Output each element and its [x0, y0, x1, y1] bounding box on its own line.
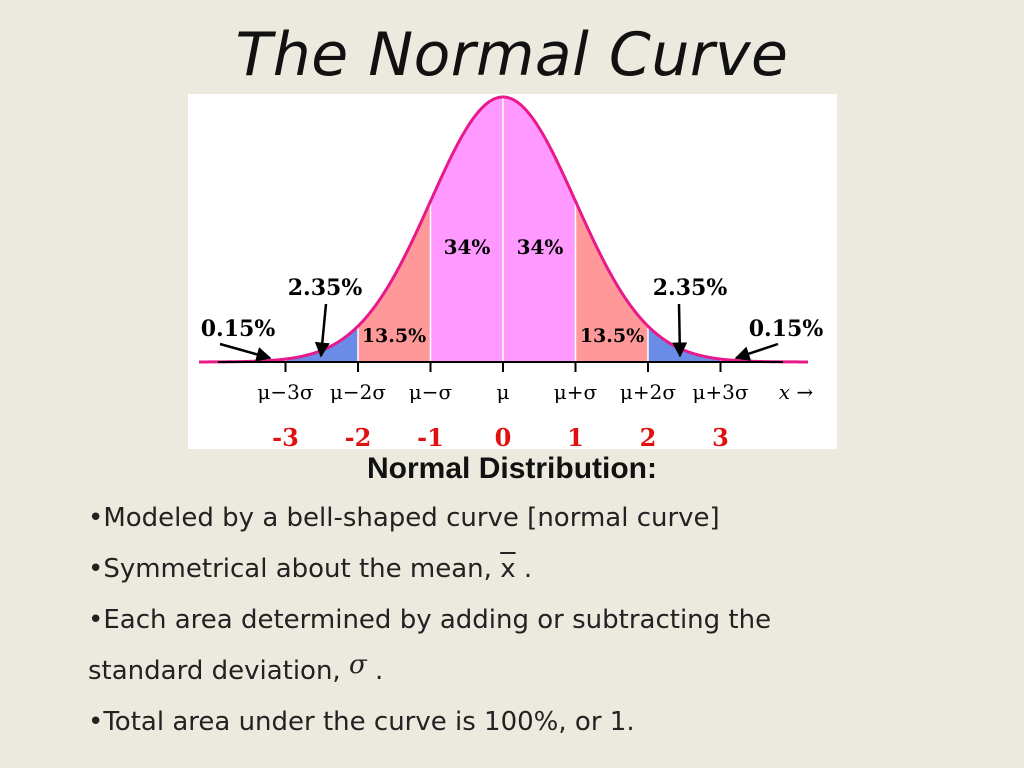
label-left-center: 34% [444, 235, 491, 259]
x-axis-label: μ−2σ [330, 380, 386, 404]
bell-curve-line [199, 95, 808, 364]
section-heading: Normal Distribution: [367, 452, 657, 485]
normal-curve-svg: 34% 34% 13.5% 13.5% 2.35% 2.35% 0.15% 0.… [199, 95, 824, 449]
x-axis-label: μ−3σ [257, 380, 313, 404]
z-score-label: -3 [272, 423, 299, 449]
arrow-left-outer [314, 303, 330, 358]
z-score-label: 2 [640, 423, 657, 449]
z-score-label: 3 [712, 423, 729, 449]
arrow-left-tail [219, 342, 272, 362]
region-right-outer [648, 326, 721, 362]
z-score-label: 1 [567, 423, 584, 449]
x-axis-label: μ+2σ [620, 380, 676, 404]
arrow-right-outer [672, 303, 688, 358]
z-score-label: -1 [417, 423, 444, 449]
x-axis-label: μ−σ [409, 380, 453, 404]
bullet-std-deviation: standard deviation, σ . [88, 650, 384, 686]
normal-curve-diagram: 34% 34% 13.5% 13.5% 2.35% 2.35% 0.15% 0.… [188, 94, 837, 449]
x-axis-label: μ+σ [554, 380, 598, 404]
bullet-symmetrical-end: . [523, 554, 533, 584]
label-right-mid: 13.5% [580, 325, 644, 347]
z-score-labels: -3 -2 -1 0 1 2 3 [272, 423, 729, 449]
region-left-center [431, 97, 503, 362]
label-left-outer: 2.35% [288, 275, 363, 301]
bullet-symmetrical-text: •Symmetrical about the mean, [88, 554, 492, 584]
z-score-label: -2 [345, 423, 372, 449]
x-axis-sigma-labels: μ−3σ μ−2σ μ−σ μ μ+σ μ+2σ μ+3σ [257, 380, 748, 404]
z-score-label: 0 [495, 423, 512, 449]
bullet-std-deviation-end: . [374, 656, 384, 686]
region-dividers [284, 98, 722, 362]
bullet-each-area: •Each area determined by adding or subtr… [88, 605, 772, 635]
bullet-total-area: •Total area under the curve is 100%, or … [88, 707, 635, 737]
mean-symbol: x [500, 554, 516, 584]
slide-title: The Normal Curve [235, 20, 789, 90]
bullet-bell-shaped: •Modeled by a bell-shaped curve [normal … [88, 503, 720, 533]
label-right-center: 34% [517, 235, 564, 259]
sigma-symbol: σ [348, 650, 367, 680]
arrow-right-tail [734, 342, 779, 361]
region-left-outer [286, 326, 358, 362]
x-axis-variable: x → [779, 380, 814, 404]
label-right-tail: 0.15% [749, 316, 824, 342]
bullet-symmetrical: •Symmetrical about the mean, x . [88, 554, 532, 584]
label-left-mid: 13.5% [362, 325, 426, 347]
region-right-center [503, 97, 576, 362]
x-axis-ticks [284, 362, 722, 372]
label-left-tail: 0.15% [201, 316, 276, 342]
x-axis-label: μ [497, 380, 510, 404]
bullet-std-deviation-text: standard deviation, [88, 656, 341, 686]
label-right-outer: 2.35% [653, 275, 728, 301]
x-axis-label: μ+3σ [692, 380, 748, 404]
